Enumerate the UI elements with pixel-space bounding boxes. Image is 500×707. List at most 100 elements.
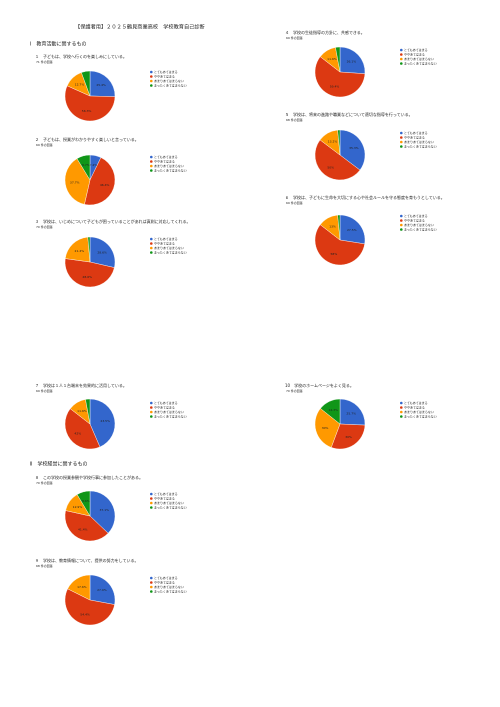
slice-label: 12.7% [75, 83, 85, 87]
legend-swatch [400, 415, 403, 418]
pie-slice [339, 214, 366, 245]
legend-swatch [150, 169, 153, 172]
legend-swatch [150, 497, 153, 500]
response-count: 69 件の回答 [286, 35, 303, 40]
legend-swatch [400, 131, 403, 135]
pie-slice [76, 490, 91, 517]
slice-label: 56.3% [82, 109, 92, 113]
legend-swatch [150, 576, 153, 580]
legend-label: とてもあてはまる [404, 47, 428, 52]
pie-slice [85, 398, 91, 425]
slice-label: 27.9% [97, 588, 107, 592]
legend-swatch [150, 70, 153, 74]
legend-label: とてもあてはまる [404, 400, 428, 405]
legend-label: ややあてはまる [154, 241, 175, 246]
legend-label: ややあてはまる [154, 159, 175, 164]
slice-label: 54.4% [80, 613, 90, 617]
legend-label: あまりあてはまらない [404, 139, 434, 144]
section-heading: Ⅰ 教育活動に関するもの [30, 41, 86, 48]
pie-slice [337, 129, 341, 156]
legend-swatch [150, 79, 153, 83]
legend-swatch [150, 84, 153, 87]
doc-title: 【保護者用】２０２５鶴見商業高校 学校教育自己診断 [75, 23, 205, 31]
question-title: ３ 学校は、いじめについて子どもが困っていることがあれば真剣に対応してくれる。 [35, 218, 190, 224]
slice-label: 11.6% [327, 57, 337, 61]
legend-swatch [150, 406, 153, 409]
legend-label: ややあてはまる [154, 405, 175, 410]
slice-label: 37.7% [70, 180, 80, 184]
legend-label: あまりあてはまらない [154, 245, 184, 250]
legend-label: あまりあてはまらない [404, 222, 434, 227]
slice-label: 30% [322, 426, 329, 430]
legend-label: とてもあてはまる [404, 130, 428, 135]
pie-slice [339, 46, 366, 74]
legend-swatch [400, 214, 403, 218]
legend-label: とてもあてはまる [154, 575, 178, 580]
legend-label: ややあてはまる [154, 74, 175, 79]
legend-label: まったくあてはまらない [154, 589, 187, 594]
slice-label: 12.9% [73, 505, 83, 509]
pie-slice [337, 214, 341, 241]
legend-swatch [400, 140, 403, 144]
pie-slice [89, 398, 116, 448]
pie-slice [64, 510, 109, 542]
pie-slice [64, 258, 115, 288]
slice-label: 48.6% [82, 275, 92, 279]
legend-swatch [400, 145, 403, 148]
legend-label: あまりあてはまらない [154, 163, 184, 168]
pie-slice [64, 85, 116, 122]
legend-swatch [150, 585, 153, 589]
legend-swatch [400, 223, 403, 227]
pie-slice [335, 46, 341, 73]
slice-label: 27.5% [347, 228, 357, 232]
legend-label: ややあてはまる [154, 496, 175, 501]
slice-label: 46.4% [100, 183, 110, 187]
legend-swatch [150, 492, 153, 496]
slice-label: 42% [74, 432, 81, 436]
legend-label: ややあてはまる [404, 52, 425, 57]
legend-swatch [150, 251, 153, 254]
legend-label: とてもあてはまる [154, 154, 178, 159]
legend-swatch [400, 48, 403, 52]
response-count: 71 件の回答 [36, 59, 53, 64]
question-title: ２ 子どもは、授業がわかりやすく楽しいと言っている。 [35, 136, 139, 142]
question-title: ５ 学校は、将来の進路や職業などについて適切な指導を行っている。 [285, 111, 413, 117]
slice-label: 58% [331, 252, 338, 256]
slice-label: 21.4% [75, 249, 85, 253]
pie-slice [339, 398, 366, 426]
legend-swatch [150, 590, 153, 593]
question-title: ６ 学校は、子どもに生命を大切にする心や社会ルールを守る態度を育もうとしている。 [285, 194, 445, 200]
slice-label: 14.3% [329, 408, 339, 412]
pie-slice [89, 236, 116, 268]
legend-swatch [400, 410, 403, 414]
slice-label: 8.6% [82, 499, 90, 503]
legend-swatch [400, 53, 403, 56]
slice-label: 28.6% [97, 250, 107, 254]
legend-label: とてもあてはまる [154, 400, 178, 405]
legend-swatch [150, 164, 153, 168]
legend-swatch [150, 581, 153, 584]
slice-label: 43.5% [100, 419, 110, 423]
response-count: 70 件の回答 [36, 224, 53, 229]
slice-label: 25.7% [346, 411, 356, 415]
response-count: 68 件の回答 [36, 563, 53, 568]
question-title: ７ 学校は１人１台端末を効果的に活用している。 [35, 382, 127, 388]
slice-label: 59.4% [330, 84, 340, 88]
pie-slice [84, 157, 116, 206]
slice-label: 25.4% [96, 83, 106, 87]
legend-swatch [150, 501, 153, 505]
response-count: 69 件の回答 [36, 388, 53, 393]
pie-slice [87, 236, 91, 263]
legend-label: あまりあてはまらない [154, 584, 184, 589]
pie-slice [89, 574, 116, 605]
pie-slice [81, 70, 91, 97]
legend-label: まったくあてはまらない [154, 414, 187, 419]
legend-label: あまりあてはまらない [154, 409, 184, 414]
slice-label: 7.2% [90, 163, 98, 167]
legend-label: まったくあてはまらない [404, 61, 437, 66]
legend-swatch [150, 506, 153, 509]
question-title: １ 子どもは、学校へ行くのを楽しみにしている。 [35, 53, 127, 59]
pie-slice [330, 423, 366, 450]
legend-swatch [400, 136, 403, 139]
